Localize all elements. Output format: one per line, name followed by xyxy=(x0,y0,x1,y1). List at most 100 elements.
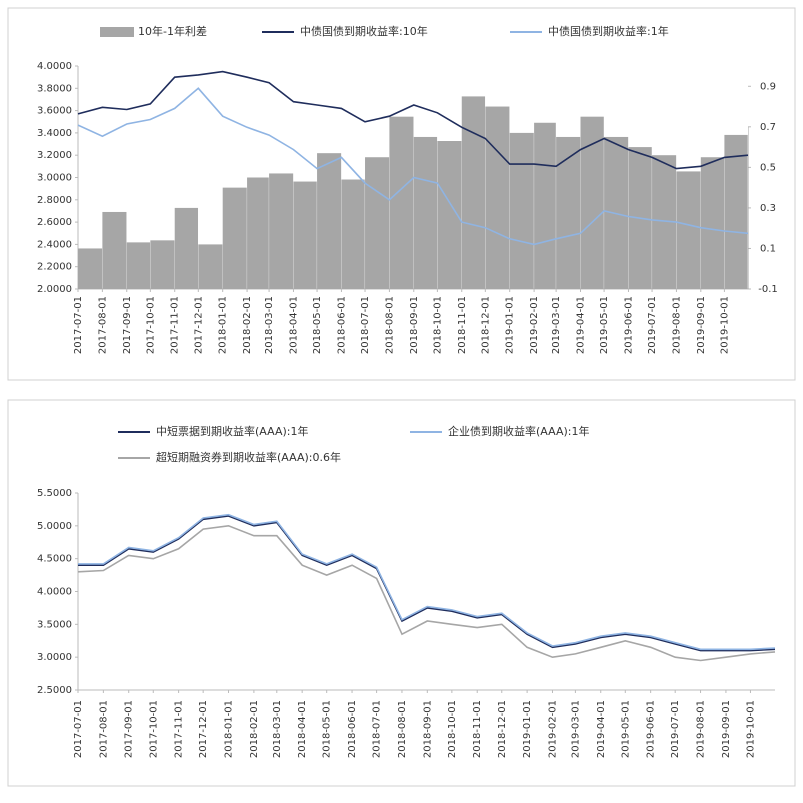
x-tick-label: 2018-06-01 xyxy=(347,700,358,758)
y-tick-label: 2.2000 xyxy=(37,262,72,273)
x-tick-label: 2017-07-01 xyxy=(73,700,84,758)
bar xyxy=(150,240,175,289)
x-tick-label: 2019-10-01 xyxy=(719,296,730,354)
bar xyxy=(269,173,294,289)
y-tick-label: 3.4000 xyxy=(37,128,72,139)
y-tick-label: 2.6000 xyxy=(37,217,72,228)
x-tick-label: 2017-12-01 xyxy=(198,700,209,758)
line-series xyxy=(77,87,749,246)
x-tick-label: 2018-10-01 xyxy=(432,296,443,354)
bar xyxy=(534,122,556,289)
bar xyxy=(341,179,365,289)
y-tick-label: 2.0000 xyxy=(37,284,72,295)
x-tick-label: 2018-08-01 xyxy=(384,296,395,354)
x-tick-label: 2018-01-01 xyxy=(218,296,229,354)
x-tick-label: 2019-02-01 xyxy=(547,700,558,758)
legend-label: 中债国债到期收益率:10年 xyxy=(300,24,428,38)
panel-frame xyxy=(7,399,796,787)
y-tick-label: 3.5000 xyxy=(37,619,72,630)
x-tick-label: 2018-02-01 xyxy=(249,700,260,758)
x-tick-label: 2018-06-01 xyxy=(336,296,347,354)
bar xyxy=(485,106,510,289)
y-tick-label: 3.8000 xyxy=(37,83,72,94)
x-tick-label: 2018-04-01 xyxy=(297,700,308,758)
legend-swatch xyxy=(100,27,134,37)
x-tick-label: 2018-07-01 xyxy=(360,296,371,354)
legend-label: 企业债到期收益率(AAA):1年 xyxy=(448,424,589,438)
bar xyxy=(748,126,749,290)
y-tick-label: 3.2000 xyxy=(37,150,72,161)
bar xyxy=(724,134,748,289)
y-tick-label: 3.0000 xyxy=(37,652,72,663)
x-tick-label: 2017-08-01 xyxy=(98,700,109,758)
bar xyxy=(413,136,438,289)
bar xyxy=(293,181,317,289)
x-tick-label: 2019-09-01 xyxy=(721,700,732,758)
legend-label: 中债国债到期收益率:1年 xyxy=(548,24,669,38)
y2-tick-label: 0.5 xyxy=(760,162,776,173)
x-tick-label: 2018-05-01 xyxy=(322,700,333,758)
y-tick-label: 4.5000 xyxy=(37,554,72,565)
bar xyxy=(126,242,151,289)
y-tick-label: 3.0000 xyxy=(37,173,72,184)
x-tick-label: 2019-08-01 xyxy=(696,700,707,758)
x-tick-label: 2019-04-01 xyxy=(576,296,587,354)
x-tick-label: 2018-10-01 xyxy=(447,700,458,758)
bar xyxy=(389,116,414,289)
y-tick-label: 2.8000 xyxy=(37,195,72,206)
bar xyxy=(461,96,486,289)
y2-tick-label: -0.1 xyxy=(758,284,778,295)
x-tick-label: 2017-11-01 xyxy=(170,296,181,354)
x-tick-label: 2018-01-01 xyxy=(224,700,235,758)
y-tick-label: 5.5000 xyxy=(37,488,72,499)
x-tick-label: 2018-11-01 xyxy=(457,296,468,354)
bar xyxy=(365,157,390,289)
bar xyxy=(580,116,604,289)
y-tick-label: 5.0000 xyxy=(37,521,72,532)
y2-tick-label: 0.7 xyxy=(760,122,776,133)
line-series xyxy=(78,515,776,652)
bar xyxy=(222,187,247,289)
bar xyxy=(102,211,127,289)
bar xyxy=(174,207,199,289)
x-tick-label: 2018-03-01 xyxy=(264,296,275,354)
x-tick-label: 2017-11-01 xyxy=(174,700,185,758)
y2-tick-label: 0.9 xyxy=(760,81,776,92)
line-series xyxy=(77,70,749,170)
x-tick-label: 2019-10-01 xyxy=(745,700,756,758)
x-tick-label: 2017-07-01 xyxy=(73,296,84,354)
x-tick-label: 2017-09-01 xyxy=(122,296,133,354)
x-tick-label: 2019-08-01 xyxy=(671,296,682,354)
y2-tick-label: 0.1 xyxy=(760,243,776,254)
bar xyxy=(247,177,269,289)
x-tick-label: 2018-08-01 xyxy=(397,700,408,758)
x-tick-label: 2019-07-01 xyxy=(647,296,658,354)
y-tick-label: 4.0000 xyxy=(37,587,72,598)
x-tick-label: 2019-03-01 xyxy=(551,296,562,354)
x-tick-label: 2019-09-01 xyxy=(696,296,707,354)
x-tick-label: 2017-09-01 xyxy=(124,700,135,758)
x-tick-label: 2018-12-01 xyxy=(480,296,491,354)
bar xyxy=(556,136,581,289)
x-tick-label: 2018-07-01 xyxy=(372,700,383,758)
x-tick-label: 2019-02-01 xyxy=(529,296,540,354)
y-tick-label: 2.4000 xyxy=(37,239,72,250)
x-tick-label: 2018-05-01 xyxy=(312,296,323,354)
bar xyxy=(509,132,534,289)
x-tick-label: 2019-01-01 xyxy=(505,296,516,354)
x-tick-label: 2018-12-01 xyxy=(497,700,508,758)
legend-label: 中短票据到期收益率(AAA):1年 xyxy=(156,424,308,438)
x-tick-label: 2018-09-01 xyxy=(409,296,420,354)
line-series xyxy=(78,513,776,651)
x-tick-label: 2018-02-01 xyxy=(242,296,253,354)
legend-label: 超短期融资券到期收益率(AAA):0.6年 xyxy=(156,450,341,464)
y-tick-label: 2.5000 xyxy=(37,685,72,696)
x-tick-label: 2017-08-01 xyxy=(97,296,108,354)
x-tick-label: 2017-10-01 xyxy=(145,296,156,354)
bar xyxy=(78,248,103,289)
x-tick-label: 2019-05-01 xyxy=(620,700,631,758)
y2-tick-label: 0.3 xyxy=(760,203,776,214)
x-tick-label: 2019-07-01 xyxy=(670,700,681,758)
x-tick-label: 2018-04-01 xyxy=(288,296,299,354)
